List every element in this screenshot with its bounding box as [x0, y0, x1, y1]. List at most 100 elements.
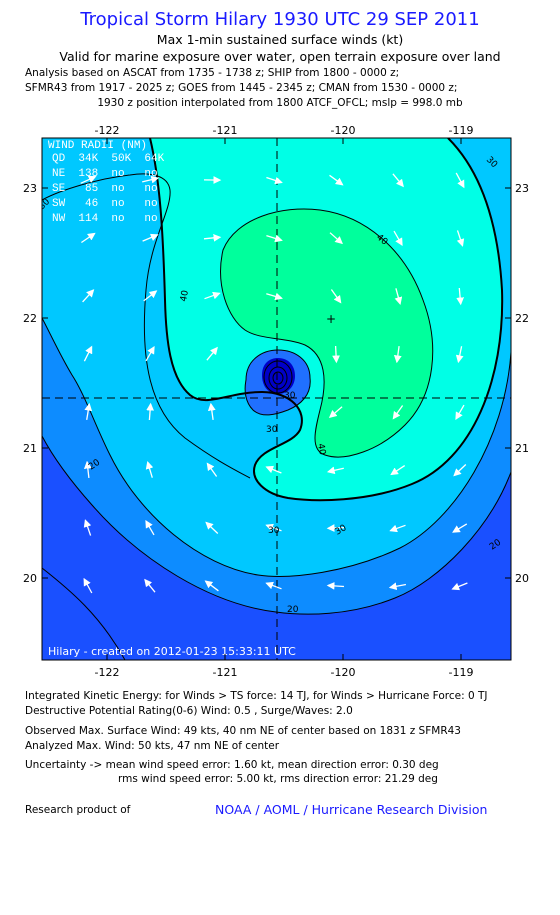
wind-arrow-icon: [206, 346, 218, 361]
wind-arrow-icon: [203, 233, 222, 242]
wind-arrow-icon: [266, 292, 283, 301]
wind-level-45-fill: [220, 208, 433, 457]
analysis-sources-line-3: 1930 z position interpolated from 1800 A…: [97, 97, 463, 109]
lon-tick-label: -119: [449, 124, 474, 137]
lon-tick-label: -122: [95, 666, 120, 679]
wind-arrow-icon: [266, 234, 283, 243]
subtitle-exposure: Valid for marine exposure over water, op…: [59, 49, 501, 64]
uncertainty-line-2: rms wind speed error: 5.00 kt, rms direc…: [118, 773, 438, 785]
wind-arrow-icon: [455, 404, 465, 421]
analyzed-max-wind: Analyzed Max. Wind: 50 kts, 47 nm NE of …: [25, 740, 280, 752]
subtitle-wind-units: Max 1-min sustained surface winds (kt): [156, 32, 404, 47]
observed-max-wind: Observed Max. Surface Wind: 49 kts, 40 n…: [25, 725, 461, 737]
dpr-text: Destructive Potential Rating(0-6) Wind: …: [25, 705, 353, 717]
wind-radii-row-ne: NE 138 no no: [52, 168, 158, 180]
wind-arrow-icon: [455, 346, 464, 364]
wind-arrow-icon: [82, 289, 95, 303]
uncertainty-line-1: Uncertainty -> mean wind speed error: 1.…: [25, 759, 439, 771]
wind-arrow-icon: [388, 582, 407, 591]
wind-arrow-icon: [143, 290, 158, 302]
wind-arrow-icon: [393, 346, 402, 364]
wind-arrow-icon: [453, 464, 467, 477]
wind-arrow-icon: [142, 233, 159, 242]
wind-arrow-icon: [326, 582, 345, 590]
wind-arrow-icon: [394, 288, 403, 305]
wind-arrow-icon: [326, 466, 344, 475]
wind-arrow-icon: [83, 345, 93, 362]
wind-arrow-icon: [146, 402, 155, 421]
contour-10-line: [42, 567, 126, 660]
wind-arrow-icon: [204, 291, 221, 300]
contour-40-line: [149, 138, 504, 502]
contour-label: 30: [266, 425, 278, 435]
lat-tick-label: 20: [515, 572, 529, 585]
wind-arrow-icon: [265, 465, 282, 474]
map-title: Tropical Storm Hilary 1930 UTC 29 SEP 20…: [80, 9, 480, 30]
wind-arrow-icon: [392, 173, 404, 188]
contour-30-line: [42, 317, 511, 577]
wind-arrow-icon: [266, 176, 283, 185]
wind-arrow-icon: [81, 232, 96, 244]
contour-label: 30: [268, 526, 280, 536]
max-wind-marker-icon: +: [326, 312, 336, 326]
lat-tick-label: 23: [515, 182, 529, 195]
lon-tick-label: -121: [213, 666, 238, 679]
contour-label: 30: [37, 197, 52, 212]
wind-arrow-icon: [83, 577, 93, 594]
wind-arrow-icon: [142, 175, 160, 184]
lon-tick-label: -121: [213, 124, 238, 137]
lat-tick-label: 21: [23, 442, 37, 455]
wind-radii-row-se: SE 85 no no: [52, 183, 158, 195]
wind-arrow-icon: [84, 402, 93, 421]
wind-arrow-icon: [83, 460, 92, 478]
wind-arrow-icon: [80, 175, 97, 184]
wind-arrow-icon: [207, 402, 216, 420]
lon-tick-label: -119: [449, 666, 474, 679]
wind-arrow-icon: [392, 405, 404, 420]
wind-arrow-icon: [330, 289, 342, 304]
wind-arrow-icon: [452, 523, 468, 533]
wind-arrow-icon: [206, 462, 218, 477]
wind-arrow-icon: [329, 232, 343, 245]
wind-arrow-icon: [456, 230, 465, 247]
wind-arrow-icon: [144, 578, 156, 593]
wind-arrow-icon: [393, 230, 403, 247]
wind-arrow-icon: [83, 519, 92, 536]
research-label: Research product of: [25, 804, 131, 816]
wind-arrow-icon: [329, 174, 344, 186]
contour-label: 20: [287, 605, 299, 615]
wind-arrow-icon: [332, 345, 340, 364]
wind-radii-row-sw: SW 46 no no: [52, 198, 158, 210]
wind-arrow-icon: [145, 461, 154, 478]
contour-label: 40: [315, 443, 327, 456]
wind-arrow-icon: [145, 345, 155, 362]
wind-arrow-icon: [451, 582, 468, 591]
contour-label: 30: [284, 391, 296, 401]
wind-arrow-icon: [145, 519, 155, 536]
wind-radii-header: QD 34K 50K 64K: [52, 153, 165, 165]
analysis-sources-line-1: Analysis based on ASCAT from 1735 - 1738…: [25, 67, 400, 79]
map-credit: Hilary - created on 2012-01-23 15:33:11 …: [48, 645, 296, 658]
wind-arrow-icon: [456, 287, 465, 306]
center-core-fill: [262, 358, 295, 394]
lon-tick-label: -120: [331, 124, 356, 137]
wind-arrow-icon: [390, 465, 406, 476]
wind-radii-row-nw: NW 114 no no: [52, 213, 158, 225]
inner-contour-2: [268, 366, 288, 390]
ike-text: Integrated Kinetic Energy: for Winds > T…: [25, 690, 488, 702]
contour-45-line: [220, 208, 434, 458]
contour-label: 40: [179, 289, 191, 302]
wind-vector-field: [80, 172, 468, 594]
lat-tick-label: 22: [23, 312, 37, 325]
wind-arrow-icon: [265, 581, 282, 590]
wind-radii-title: WIND RADII (NM): [48, 140, 147, 152]
lon-tick-label: -120: [331, 666, 356, 679]
research-org-link[interactable]: NOAA / AOML / Hurricane Research Divisio…: [215, 802, 488, 817]
contour-20-line: [42, 435, 511, 615]
wind-field-map: + WIND RADII (NM) QD 34K 50K 64K NE 138 …: [23, 124, 529, 679]
wind-arrow-icon: [326, 524, 345, 532]
contour-35-line: [42, 173, 251, 479]
wind-arrow-icon: [265, 523, 282, 532]
wind-arrow-icon: [389, 524, 406, 533]
wind-arrow-icon: [205, 521, 219, 534]
